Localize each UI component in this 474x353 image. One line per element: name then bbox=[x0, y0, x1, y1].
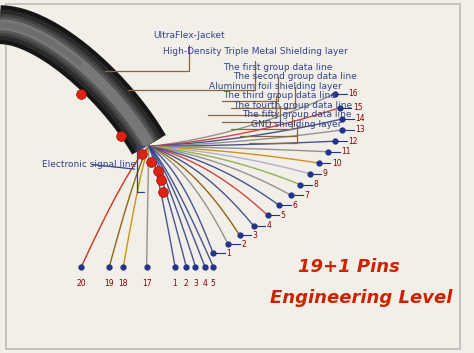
Text: 17: 17 bbox=[142, 279, 151, 288]
Text: 12: 12 bbox=[348, 137, 358, 146]
Text: 1: 1 bbox=[226, 249, 231, 258]
Text: 2: 2 bbox=[241, 240, 246, 249]
Text: 20: 20 bbox=[77, 279, 86, 288]
Text: 19+1 Pins: 19+1 Pins bbox=[298, 258, 400, 275]
Text: 14: 14 bbox=[355, 114, 365, 124]
Text: 8: 8 bbox=[313, 180, 318, 189]
Text: 3: 3 bbox=[253, 231, 258, 240]
Text: Electronic signal line: Electronic signal line bbox=[42, 160, 136, 169]
Text: 2: 2 bbox=[184, 279, 189, 288]
Text: The third group data line: The third group data line bbox=[221, 91, 336, 122]
Text: 5: 5 bbox=[211, 279, 216, 288]
Text: 9: 9 bbox=[323, 169, 328, 178]
Text: Aluminum foil shielding layer: Aluminum foil shielding layer bbox=[208, 82, 342, 115]
Text: 11: 11 bbox=[341, 147, 351, 156]
Text: 16: 16 bbox=[348, 89, 358, 98]
Text: The first group data line: The first group data line bbox=[221, 62, 333, 101]
Text: The fourth group data line: The fourth group data line bbox=[231, 101, 352, 129]
Text: 13: 13 bbox=[355, 125, 365, 134]
Text: 4: 4 bbox=[267, 221, 272, 231]
Text: 7: 7 bbox=[304, 191, 309, 200]
Text: UltraFlex-Jacket: UltraFlex-Jacket bbox=[105, 31, 225, 71]
Text: 18: 18 bbox=[118, 279, 128, 288]
Text: High-Density Triple Metal Shielding layer: High-Density Triple Metal Shielding laye… bbox=[128, 47, 347, 90]
Text: The second group data line: The second group data line bbox=[231, 72, 356, 108]
Text: 4: 4 bbox=[202, 279, 207, 288]
Text: 10: 10 bbox=[332, 158, 341, 168]
Text: 15: 15 bbox=[353, 103, 363, 112]
Text: 19: 19 bbox=[105, 279, 114, 288]
Text: 3: 3 bbox=[193, 279, 198, 288]
Text: 5: 5 bbox=[281, 211, 285, 220]
Text: The fifty group data line: The fifty group data line bbox=[240, 110, 352, 136]
Text: Engineering Level: Engineering Level bbox=[270, 289, 452, 307]
Text: 1: 1 bbox=[173, 279, 177, 288]
Text: GND shielding layer: GND shielding layer bbox=[249, 120, 342, 143]
Text: 6: 6 bbox=[292, 201, 297, 210]
